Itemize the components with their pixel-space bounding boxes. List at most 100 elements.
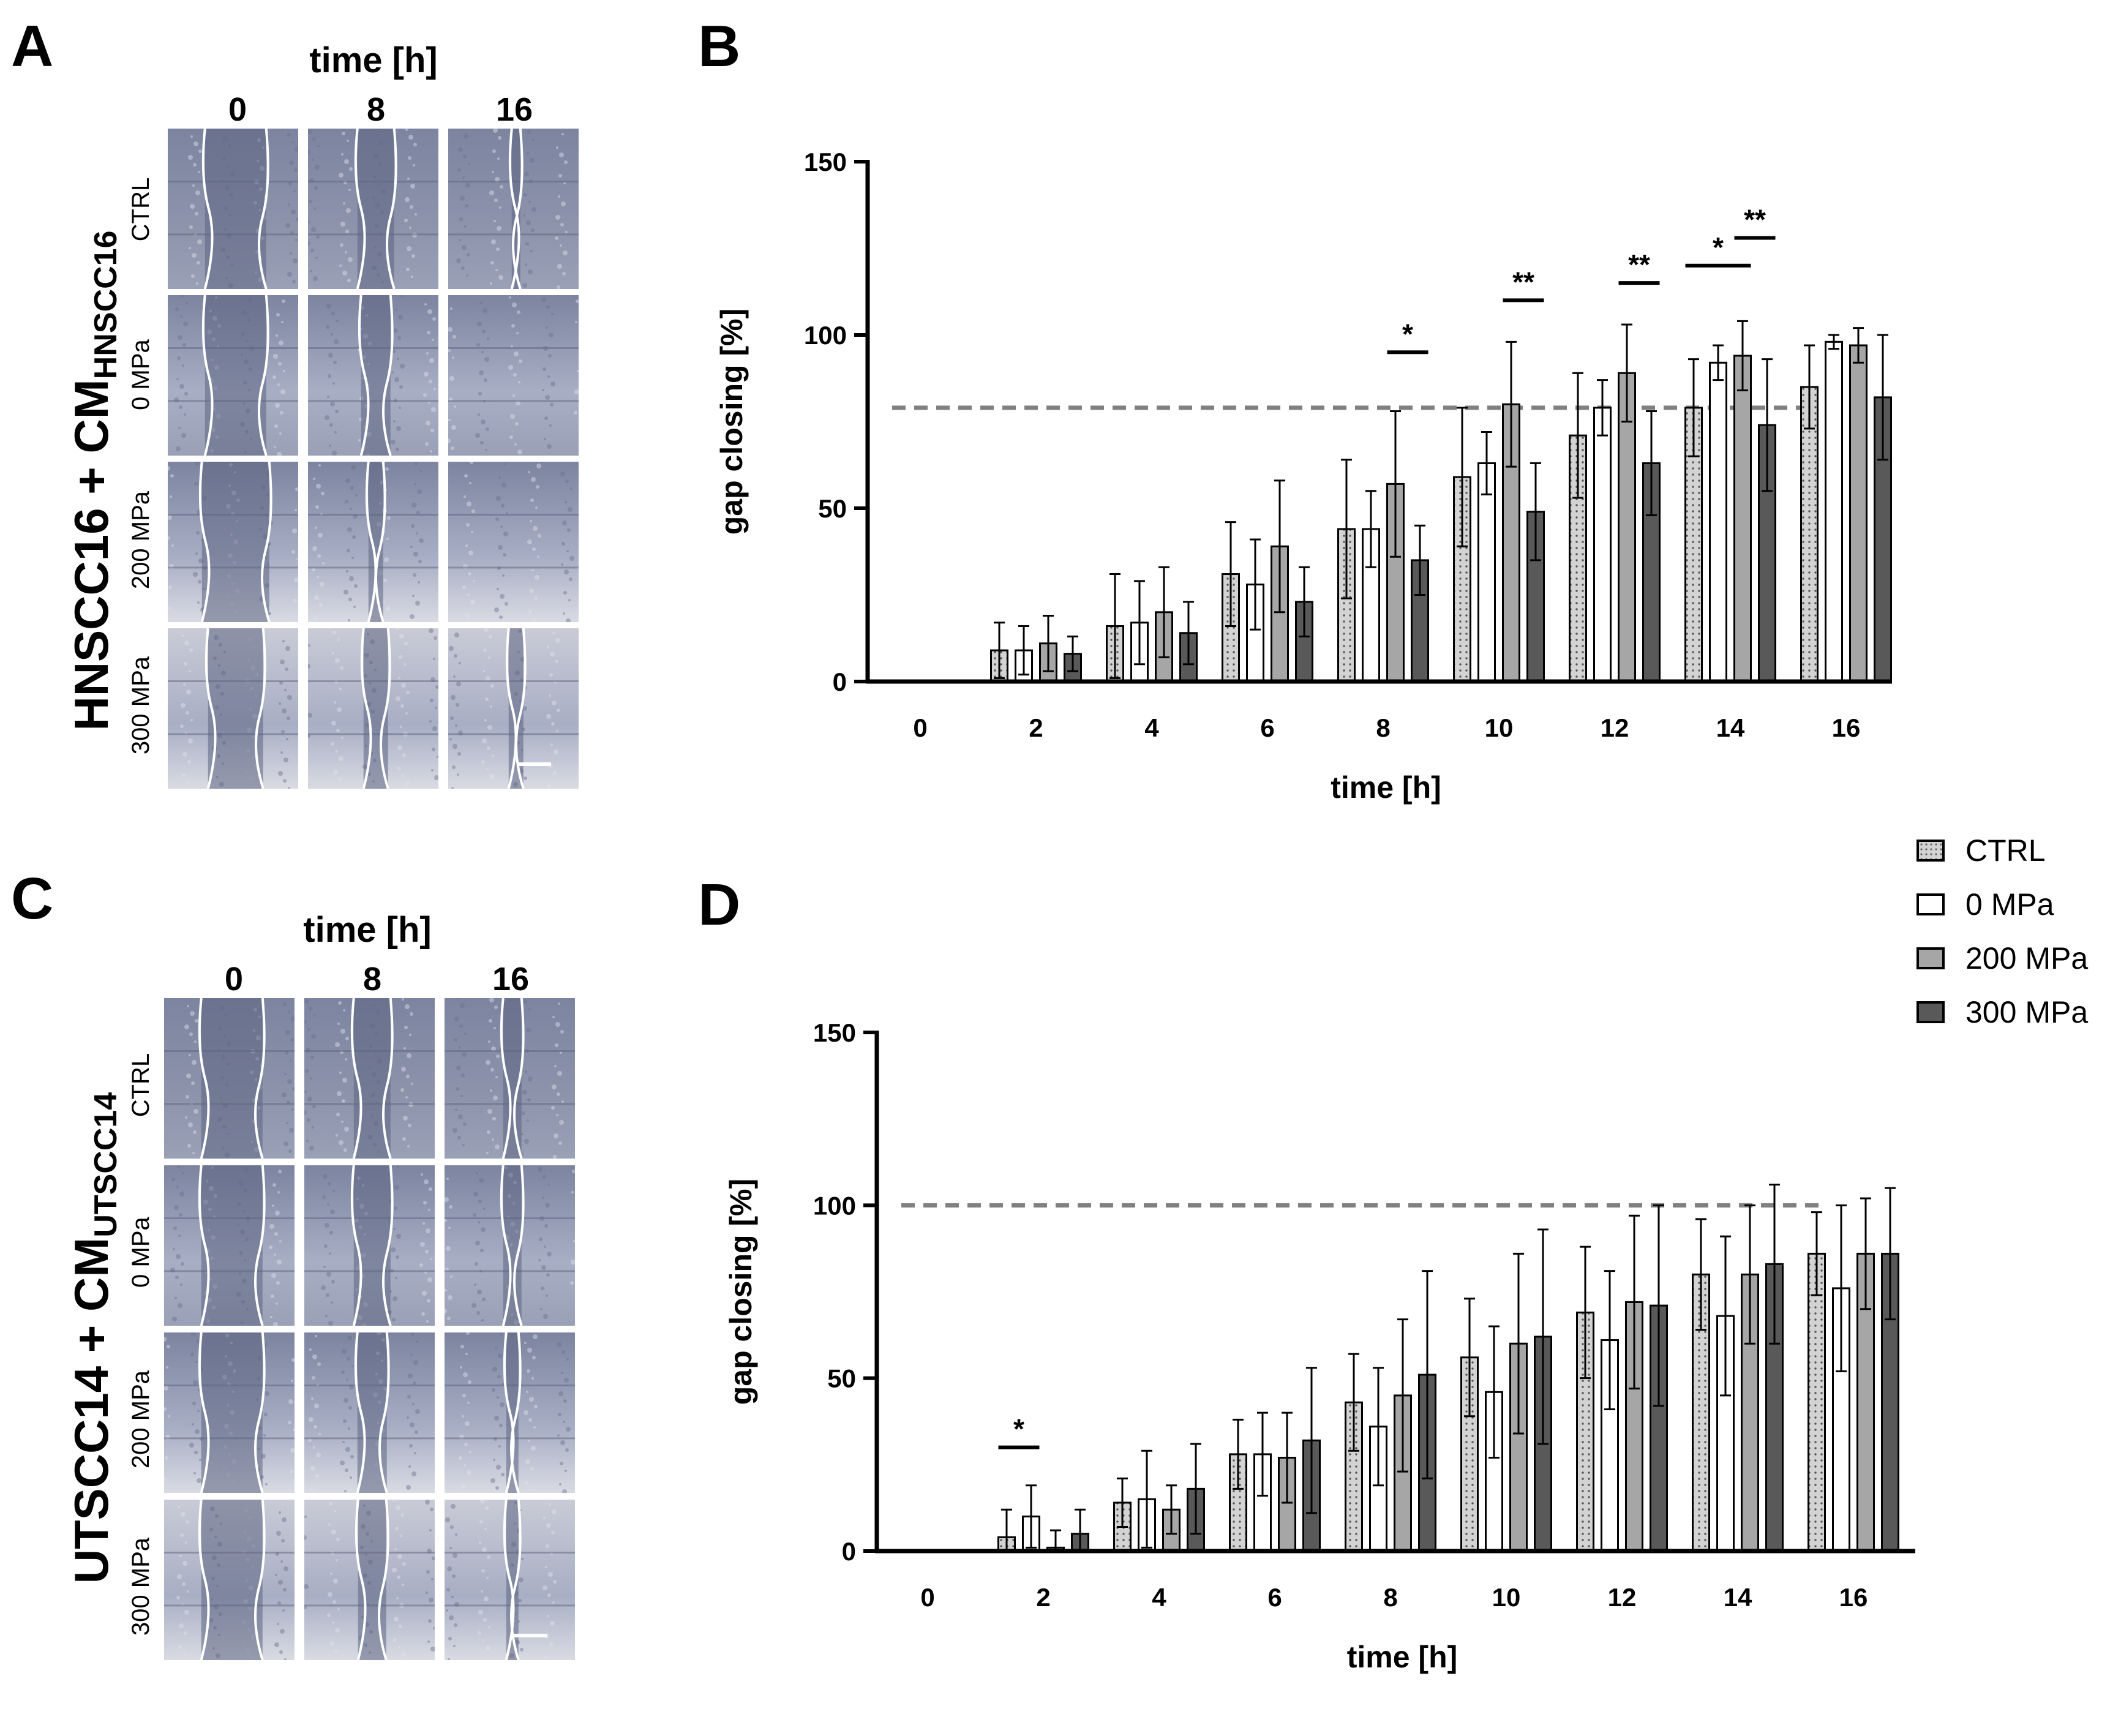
panel-c-tile-r0-c0 [164, 998, 295, 1159]
errorbar-300mpa-2h [1067, 635, 1078, 672]
panel-a-time-header: time [h] [309, 40, 438, 80]
legend-item-200mpa: 200 MPa [1916, 941, 2088, 976]
legend-swatch-0mpa [1916, 893, 1945, 915]
panel-c-tile-r1-c2 [445, 1165, 575, 1326]
legend-item-300mpa: 300 MPa [1916, 994, 2088, 1030]
bar-0mpa-10h [1477, 462, 1496, 683]
errorbar-0mpa-4h [1134, 580, 1145, 666]
errorbar-0mpa-6h [1257, 1411, 1268, 1497]
svg-text:**: ** [1628, 249, 1650, 280]
panel-a-tile-r0-c1 [308, 129, 438, 289]
errorbar-0mpa-6h [1250, 538, 1261, 631]
chartD-y-axis-label: gap closing [%] [724, 1179, 758, 1405]
chartB-y-axis-label: gap closing [%] [715, 309, 749, 535]
svg-text:*: * [1013, 1413, 1024, 1445]
errorbar-300mpa-6h [1299, 566, 1310, 637]
errorbar-ctrl-4h [1109, 573, 1121, 679]
errorbar-0mpa-8h [1365, 490, 1376, 568]
ytick-label-100: 100 [813, 1191, 856, 1220]
errorbar-ctrl-12h [1572, 372, 1583, 499]
panel-c-tile-r3-c0 [164, 1500, 295, 1660]
legend-item-ctrl: CTRL [1916, 833, 2046, 868]
legend-label-300mpa: 300 MPa [1965, 995, 2089, 1029]
panel-a-tile-r2-c2 [448, 462, 579, 622]
panel-a-row-200mpa: 200 MPa [127, 490, 154, 590]
panel-c-col-8: 8 [362, 961, 382, 998]
errorbar-ctrl-4h [1117, 1477, 1128, 1528]
chart-d: 0 50 100 150 0 2 4 6 8 10 12 14 16 time [h] gap closin… [724, 1018, 1915, 1674]
ytick-label-150: 150 [804, 148, 847, 176]
xtick-label-12: 12 [1601, 713, 1629, 742]
panel-a-tile-r1-c1 [308, 295, 438, 456]
errorbar-300mpa-8h [1414, 524, 1425, 596]
panel-a-tile-r1-c0 [168, 295, 298, 456]
svg-text:**: ** [1744, 204, 1766, 236]
errorbar-0mpa-10h [1488, 1325, 1500, 1459]
errorbar-200mpa-12h [1621, 323, 1632, 423]
ytick-label-0: 0 [833, 667, 847, 696]
panel-a-tile-r3-c2 [448, 628, 579, 789]
panel-c-row-200mpa: 200 MPa [127, 1370, 154, 1469]
panel-a-row-ctrl: CTRL [127, 177, 154, 242]
bar-0mpa-12h [1593, 407, 1612, 683]
panel-c-tile-r2-c1 [304, 1332, 435, 1493]
svg-text:*: * [1402, 318, 1413, 350]
xtick-label-2: 2 [1036, 1583, 1050, 1612]
panel-c-tile-r2-c2 [445, 1332, 575, 1493]
panel-c-tile-r0-c2 [445, 998, 575, 1159]
panel-label-c: C [11, 866, 54, 931]
panel-a-col-16: 16 [495, 91, 533, 128]
bar-200mpa-14h [1733, 355, 1752, 683]
xtick-label-10: 10 [1492, 1583, 1521, 1612]
errorbar-0mpa-4h [1141, 1449, 1152, 1549]
errorbar-ctrl-14h [1695, 1218, 1706, 1331]
panel-c-tile-r3-c1 [304, 1500, 435, 1660]
panel-c-col-16: 16 [492, 961, 530, 998]
chartD-x-axis-label: time [h] [1347, 1640, 1458, 1674]
errorbar-0mpa-12h [1604, 1270, 1615, 1410]
panel-a-tile-r2-c0 [168, 462, 298, 622]
xtick-label-14: 14 [1716, 713, 1745, 742]
xtick-label-0: 0 [913, 713, 927, 742]
panel-a-tile-r3-c0 [168, 628, 298, 789]
errorbar-300mpa-16h [1885, 1187, 1896, 1321]
legend-swatch-300mpa [1916, 1001, 1945, 1023]
errorbar-300mpa-14h [1762, 358, 1773, 492]
ytick-label-150: 150 [813, 1018, 856, 1047]
xtick-label-12: 12 [1608, 1583, 1637, 1612]
errorbar-200mpa-14h [1744, 1204, 1755, 1345]
bar-0mpa-16h [1825, 340, 1843, 683]
panel-label-a: A [11, 13, 54, 79]
panel-a-row-0mpa: 0 MPa [127, 339, 154, 410]
panel-a-tile-r0-c2 [448, 129, 579, 289]
errorbar-200mpa-8h [1390, 410, 1401, 558]
errorbar-200mpa-16h [1860, 1197, 1871, 1310]
panel-c-side-title-main: UTSCC14 + CM [64, 1237, 118, 1584]
errorbar-300mpa-10h [1537, 1228, 1549, 1445]
xtick-label-8: 8 [1383, 1583, 1397, 1612]
errorbar-200mpa-16h [1853, 327, 1864, 364]
panel-c-row-0mpa: 0 MPa [127, 1217, 154, 1288]
errorbar-200mpa-4h [1158, 566, 1169, 658]
panel-c-tile-r0-c1 [304, 998, 435, 1159]
bar-ctrl-16h [1800, 386, 1819, 683]
xtick-label-2: 2 [1029, 713, 1043, 742]
errorbar-300mpa-14h [1769, 1183, 1780, 1345]
legend-item-0mpa: 0 MPa [1916, 887, 2054, 922]
significance-14h-3: * [1685, 231, 1751, 268]
errorbar-300mpa-4h [1183, 601, 1194, 666]
errorbar-ctrl-2h [994, 622, 1005, 679]
xtick-label-6: 6 [1267, 1583, 1282, 1612]
errorbar-ctrl-10h [1464, 1298, 1475, 1418]
bar-0mpa-14h [1709, 361, 1727, 683]
ytick-label-100: 100 [804, 321, 847, 350]
panel-a-side-title-sub: HNSCC16 [88, 230, 124, 380]
errorbar-ctrl-12h [1580, 1246, 1591, 1380]
errorbar-300mpa-8h [1422, 1270, 1433, 1479]
panel-c-tile-r2-c0 [164, 1332, 295, 1493]
panel-a-tile-r2-c1 [308, 462, 438, 622]
errorbar-200mpa-6h [1274, 479, 1285, 614]
xtick-label-16: 16 [1832, 713, 1861, 742]
chartD-axes [874, 1031, 1915, 1554]
errorbar-300mpa-10h [1530, 462, 1541, 562]
